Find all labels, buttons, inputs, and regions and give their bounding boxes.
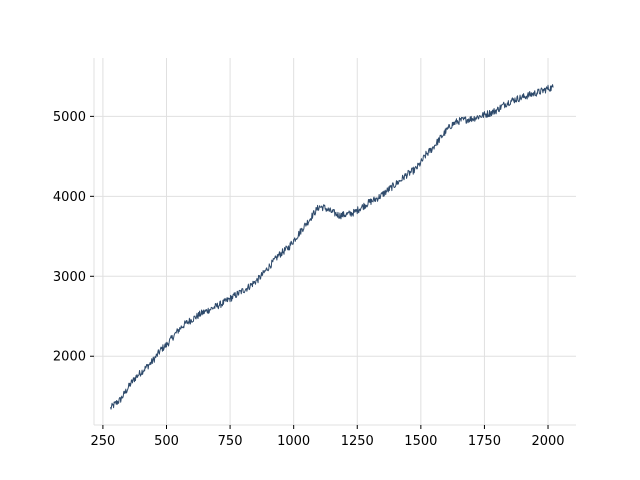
series-layer xyxy=(110,84,554,410)
x-tick-label: 2000 xyxy=(531,434,564,449)
y-tick-label: 2000 xyxy=(53,350,86,365)
y-tick-label: 4000 xyxy=(53,190,86,205)
y-tick-label: 5000 xyxy=(53,110,86,125)
series-line xyxy=(110,84,554,410)
x-tick-label: 500 xyxy=(154,434,179,449)
x-tick-label: 1750 xyxy=(468,434,501,449)
x-tick-label: 1500 xyxy=(404,434,437,449)
y-tick-label: 3000 xyxy=(53,270,86,285)
x-tick-label: 250 xyxy=(90,434,115,449)
x-tick-label: 1250 xyxy=(341,434,374,449)
ticks-layer: 250 500 750 1000 1250 1500 1750 2000 2000 3000 400… xyxy=(53,110,565,449)
axes-layer xyxy=(93,58,576,426)
x-tick-label: 1000 xyxy=(277,434,310,449)
grid-layer xyxy=(94,58,576,425)
x-tick-label: 750 xyxy=(218,434,243,449)
